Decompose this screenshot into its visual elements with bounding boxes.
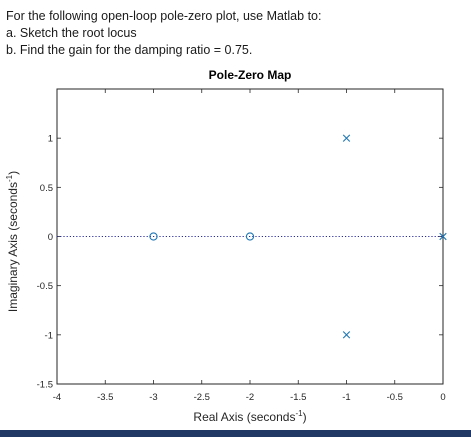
y-axis-label: Imaginary Axis (seconds-1) bbox=[5, 171, 20, 312]
x-tick-label: -2.5 bbox=[194, 392, 210, 403]
chart-title: Pole-Zero Map bbox=[209, 68, 292, 82]
x-tick-label: -3 bbox=[149, 392, 157, 403]
x-tick-label: -1.5 bbox=[290, 392, 306, 403]
pole-marker bbox=[439, 232, 447, 241]
pole-marker bbox=[342, 331, 351, 339]
y-tick-label: 0 bbox=[48, 232, 53, 243]
x-tick-label: 0 bbox=[440, 392, 445, 403]
bottom-border-bar bbox=[0, 430, 471, 437]
question-part-b: b. Find the gain for the damping ratio =… bbox=[6, 43, 253, 57]
x-tick-label: -1 bbox=[342, 392, 350, 403]
question-part-a: a. Sketch the root locus bbox=[6, 26, 137, 40]
pole-marker bbox=[342, 134, 351, 142]
question-text: For the following open-loop pole-zero pl… bbox=[6, 8, 321, 59]
zero-marker bbox=[149, 232, 158, 241]
y-tick-label: 0.5 bbox=[40, 183, 53, 194]
y-tick-label: 1 bbox=[48, 134, 53, 145]
y-tick-label: -0.5 bbox=[37, 281, 53, 292]
question-intro: For the following open-loop pole-zero pl… bbox=[6, 9, 322, 23]
y-tick-label: -1 bbox=[45, 330, 53, 341]
x-tick-label: -0.5 bbox=[387, 392, 403, 403]
x-tick-label: -3.5 bbox=[97, 392, 113, 403]
x-tick-label: -2 bbox=[246, 392, 254, 403]
zero-marker bbox=[245, 232, 255, 241]
x-axis-label: Real Axis (seconds-1) bbox=[193, 409, 306, 424]
x-tick-label: -4 bbox=[53, 392, 61, 403]
y-tick-label: -1.5 bbox=[37, 380, 53, 391]
